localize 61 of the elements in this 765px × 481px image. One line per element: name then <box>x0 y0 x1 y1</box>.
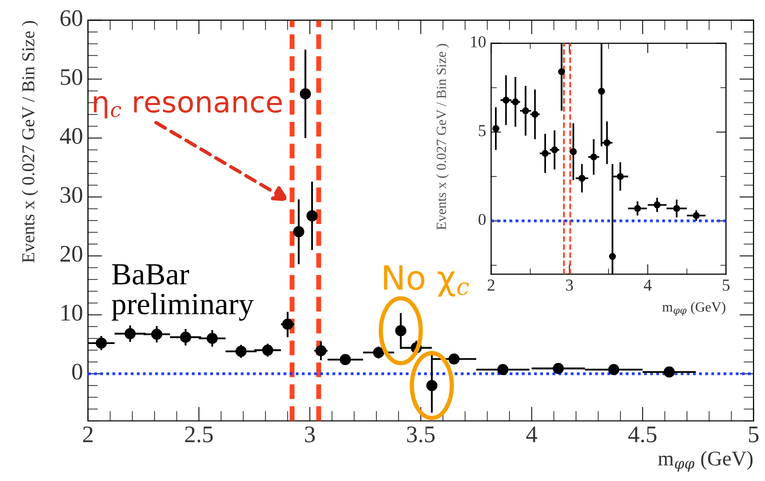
point <box>634 204 641 212</box>
point <box>616 173 624 180</box>
annotation: η$_{c}$ resonance <box>94 96 282 118</box>
point <box>315 345 326 356</box>
point <box>558 68 566 76</box>
point <box>497 364 508 376</box>
x-tick-label: 5 <box>722 280 730 291</box>
point <box>552 362 564 374</box>
point <box>608 364 620 376</box>
y-tick-label: 20 <box>60 246 82 262</box>
point <box>664 366 675 378</box>
y-tick-label: 40 <box>60 128 82 144</box>
point <box>492 125 500 132</box>
x-tick-label: 4.5 <box>628 426 656 442</box>
point <box>293 226 304 238</box>
y-tick-label: 60 <box>60 10 82 26</box>
x-axis-title: m$_{φφ}$ (GeV) <box>662 302 726 316</box>
point <box>654 201 661 208</box>
point <box>570 148 577 156</box>
x-tick-label: 2.5 <box>185 426 213 442</box>
x-tick-label: 3 <box>305 426 315 442</box>
y-axis-title: Events x ( 0.027 GeV / Bin Size ) <box>22 20 38 263</box>
point <box>235 346 247 357</box>
point <box>598 88 605 95</box>
point <box>448 353 460 365</box>
y-tick-label: 30 <box>60 186 82 203</box>
point <box>673 204 680 212</box>
y-tick-label: 10 <box>471 36 486 48</box>
x-tick-label: 2 <box>488 280 494 291</box>
y-tick-label: 50 <box>60 69 82 86</box>
y-tick-label: 5 <box>478 125 486 136</box>
x-tick-label: 3.5 <box>407 426 435 442</box>
point <box>282 318 294 330</box>
point <box>151 328 162 340</box>
point <box>262 344 274 356</box>
point <box>306 210 318 222</box>
x-tick-label: 4 <box>526 426 538 442</box>
point <box>373 346 384 358</box>
y-tick-label: 0 <box>72 364 82 380</box>
y-tick-label: 0 <box>478 214 486 226</box>
x-tick-label: 4 <box>644 280 652 291</box>
y-tick-label: 10 <box>62 304 82 321</box>
x-tick-label: 3 <box>566 280 573 291</box>
annotation: BaBar preliminary <box>112 264 254 321</box>
x-axis-title: m$_{φφ}$ (GeV) <box>658 450 753 472</box>
point <box>96 338 107 349</box>
point <box>590 153 598 160</box>
point <box>300 88 311 100</box>
point <box>124 328 136 340</box>
y-axis-title: Events x ( 0.027 GeV / Bin Size ) <box>436 44 449 230</box>
point <box>340 354 351 366</box>
point <box>395 325 406 336</box>
point <box>180 332 192 343</box>
x-tick-label: 5 <box>748 426 759 442</box>
point <box>692 212 700 220</box>
point <box>426 380 438 392</box>
point <box>609 252 616 260</box>
point <box>578 174 586 182</box>
annotation: No χ$_{c}$ <box>384 265 469 297</box>
x-tick-label: 2 <box>83 426 93 442</box>
point <box>206 332 218 344</box>
